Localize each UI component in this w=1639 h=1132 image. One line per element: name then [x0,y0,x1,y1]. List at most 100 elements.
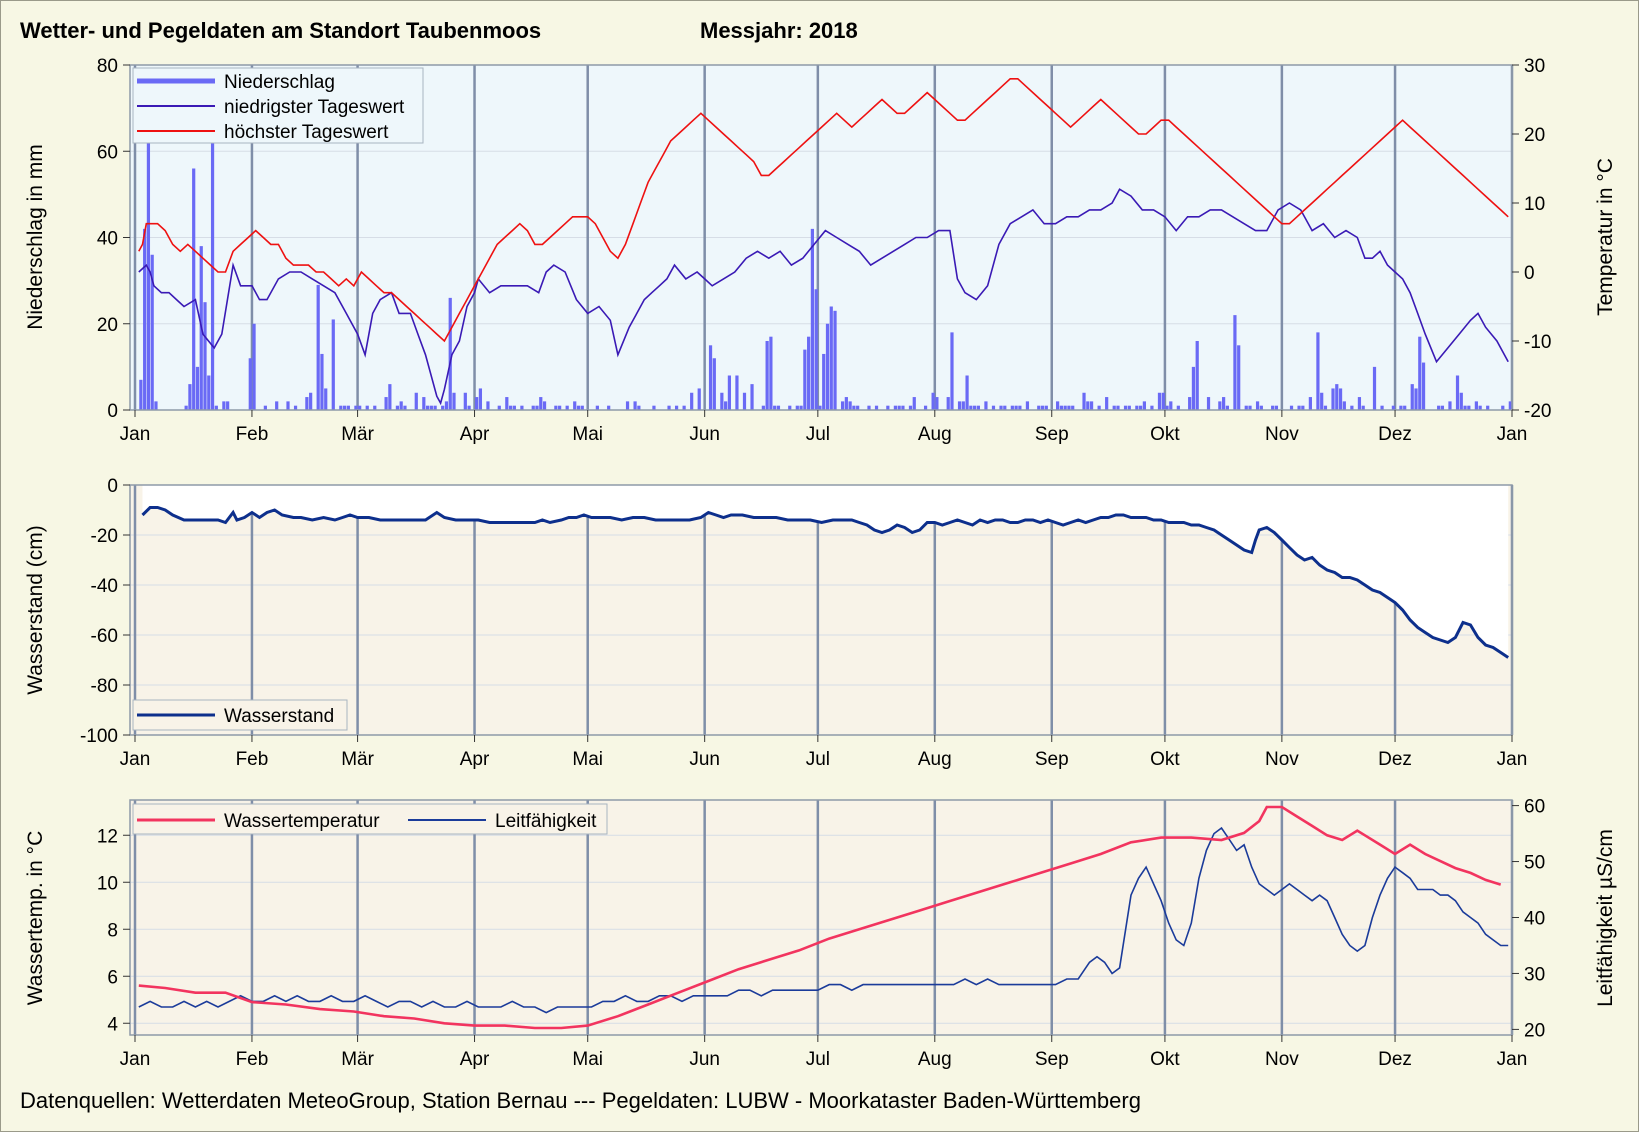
precip-bar [750,384,754,410]
precip-bar [1323,405,1328,410]
precip-bar [674,405,679,410]
precip-bar [1335,384,1339,410]
precip-bar [1338,388,1343,410]
precip-bar [742,392,747,410]
x-tick-label: Mär [341,1049,374,1070]
precip-bar [761,405,765,410]
precip-bar [1010,405,1014,410]
x-tick-label: Jan [120,1049,151,1070]
precip-bar [822,353,826,410]
x-tick-label: Mai [572,749,603,770]
precip-bar [901,405,905,410]
x-tick-label: Jan [120,749,151,770]
precip-bar [150,254,154,410]
precip-bar [1086,401,1090,410]
precip-bar [1459,392,1463,410]
precip-bar [1188,397,1192,410]
precip-bar [1222,397,1226,410]
precip-bar [331,319,335,410]
precip-bar [935,397,939,410]
precip-bar [1508,401,1512,410]
precip-bar [1089,401,1094,410]
tmin-line [138,188,1509,406]
precip-bar [1391,405,1395,410]
precip-bar [1474,401,1478,410]
x-tick-label: Apr [460,1049,490,1070]
precip-bar [957,401,962,410]
y2-tick-label: -20 [1524,401,1551,422]
precip-bar [1259,405,1263,410]
precip-bar [1463,405,1467,410]
precip-bar [969,405,973,410]
precip-bar [1437,405,1441,410]
legend-label-water-temp: Wassertemperatur [224,811,380,832]
x-tick-label: Okt [1150,749,1180,770]
panel2-legend: Wasserstand [132,699,348,731]
precip-bar [433,405,437,410]
x-tick-label: Feb [236,1049,269,1070]
precip-bar [795,405,799,410]
precip-bar [565,405,569,410]
precip-bar [316,284,320,410]
precip-bar [652,405,656,410]
precip-bar [1486,405,1490,410]
precip-bar [720,392,724,410]
precip-bar [192,168,196,410]
precip-bar [414,392,418,410]
precip-bar [633,401,637,410]
precip-bar [1206,397,1211,410]
precip-bar [1063,405,1067,410]
precip-bar [252,323,256,410]
precip-bar [814,289,818,410]
precip-bar [576,405,581,410]
precip-bar [1139,405,1143,410]
precip-bar [1056,401,1060,410]
precip-bar [365,405,369,410]
precip-bar [735,375,739,410]
y-tick-label: -40 [91,576,118,597]
x-tick-label: Sep [1035,1049,1069,1070]
precip-bar [512,405,516,410]
precip-bar [1233,315,1237,410]
panel3-ylabel: Wassertemp. in °C [24,831,47,1006]
precip-bar [320,353,324,410]
precip-bar [1271,405,1275,410]
precip-bar [833,310,837,410]
y2-tick-label: 30 [1524,964,1545,985]
precip-bar [1142,401,1146,410]
precip-bar [1289,405,1294,410]
y-tick-label: 40 [97,229,118,250]
x-tick-label: Feb [236,424,269,445]
legend-label-tmin: niedrigster Tageswert [224,97,405,118]
x-tick-label: Jun [689,1049,720,1070]
precip-bar [448,297,452,410]
panel1-axis-ticks: Jan Feb Mär Apr Mai Jun Jul Aug Sep Okt Nov Dez Jan0… [97,56,1552,445]
precip-bar [226,401,230,410]
precip-bar [1176,405,1180,410]
precip-bar [637,405,641,410]
precip-bar [293,405,298,410]
precip-bar [463,392,467,410]
precip-bar [807,336,811,410]
precip-bar [840,401,845,410]
precip-bar [535,405,539,410]
precip-bar [399,401,403,410]
precip-bar [765,341,769,410]
precip-bar [195,366,200,410]
water-level-panel: Jan Feb Mär Apr Mai Jun Jul Aug Sep Okt Nov Dez Jan 0… [24,476,1527,770]
precip-bar [403,405,407,410]
panel3-legend: Wassertemperatur Leitfähigkeit [132,803,608,835]
precip-bar [697,388,701,410]
x-tick-label: Jun [689,424,720,445]
y2-tick-label: 30 [1524,56,1545,77]
panel3-axis-ticks: Jan Feb Mär Apr Mai Jun Jul Aug Sep Okt Nov Dez Jan4… [97,797,1545,1070]
precip-bar [810,228,815,410]
x-tick-label: Mai [572,1049,603,1070]
precip-bar [441,405,445,410]
precip-bar [342,405,347,410]
precip-bar [373,405,377,410]
x-tick-label: Sep [1035,424,1069,445]
precip-bar [520,405,524,410]
precip-bar [444,401,449,410]
precip-bar [856,405,860,410]
